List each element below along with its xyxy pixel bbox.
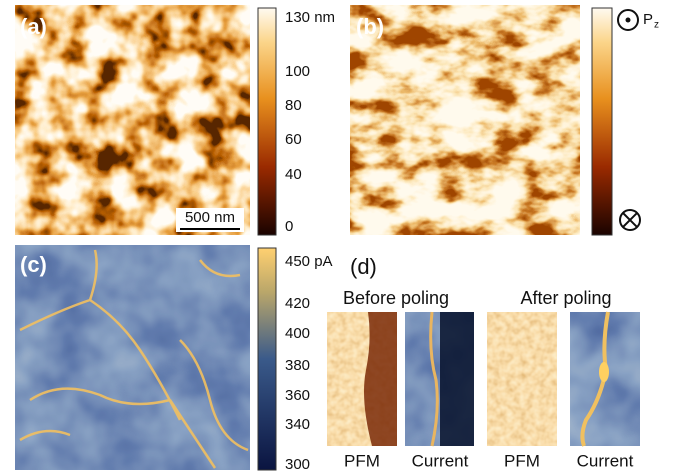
image-label: Current bbox=[577, 451, 634, 470]
panel-label: (b) bbox=[356, 14, 384, 39]
current-image bbox=[15, 245, 250, 470]
panel-label: (d) bbox=[350, 254, 377, 279]
colorbar-label: 40 bbox=[285, 166, 302, 183]
dark-region bbox=[440, 312, 474, 446]
pfm-image bbox=[350, 5, 580, 235]
colorbar-label: 0 bbox=[285, 218, 293, 235]
pfm-image bbox=[487, 312, 557, 446]
into-plane-cross bbox=[623, 213, 637, 227]
figure: (a) 500 nm 130 nm1008060400 (b) P z (c) … bbox=[0, 0, 676, 475]
panel-label: (a) bbox=[20, 14, 47, 39]
afm-image bbox=[15, 5, 250, 235]
colorbar-label: 60 bbox=[285, 131, 302, 148]
polarization-subscript: z bbox=[654, 20, 659, 31]
image-label: PFM bbox=[344, 451, 380, 470]
colorbar-label: 300 bbox=[285, 456, 310, 473]
colorbar-label: 360 bbox=[285, 387, 310, 404]
colorbar bbox=[258, 8, 276, 235]
out-of-plane-dot bbox=[626, 18, 631, 23]
colorbar-label: 130 nm bbox=[285, 9, 335, 26]
colorbar-label: 100 bbox=[285, 63, 310, 80]
scale-bar-label: 500 nm bbox=[185, 209, 235, 226]
colorbar-label: 420 bbox=[285, 295, 310, 312]
colorbar bbox=[258, 248, 276, 470]
colorbar bbox=[592, 8, 612, 235]
colorbar-label: 400 bbox=[285, 325, 310, 342]
colorbar-label: 380 bbox=[285, 357, 310, 374]
colorbar-label: 340 bbox=[285, 416, 310, 433]
panel-label: (c) bbox=[20, 252, 47, 277]
hot-spot bbox=[599, 362, 609, 382]
group-title: Before poling bbox=[343, 288, 449, 308]
image-label: Current bbox=[412, 451, 469, 470]
colorbar-label: 450 pA bbox=[285, 253, 333, 270]
colorbar-label: 80 bbox=[285, 97, 302, 114]
group-title: After poling bbox=[520, 288, 611, 308]
polarization-label: P bbox=[643, 11, 653, 28]
image-label: PFM bbox=[504, 451, 540, 470]
